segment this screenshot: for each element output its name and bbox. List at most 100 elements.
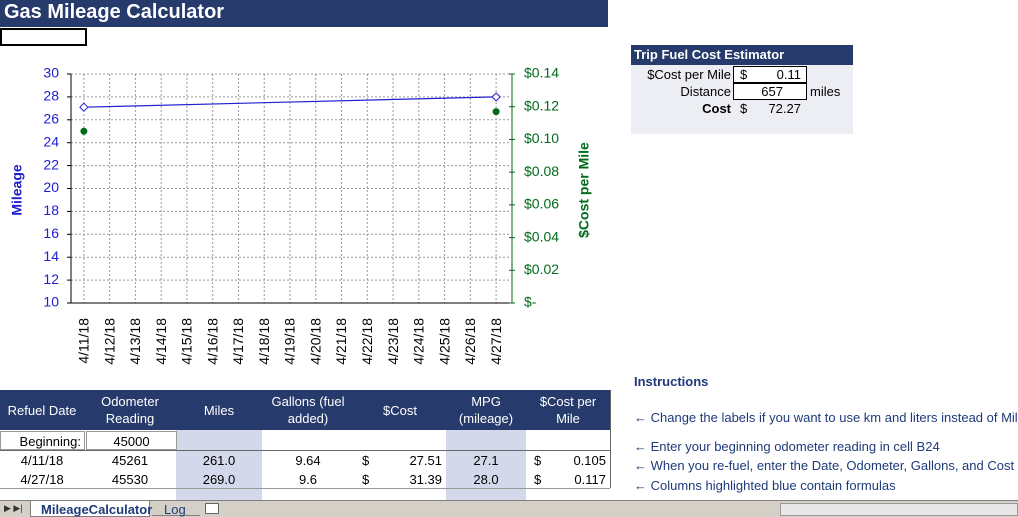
x-tick-label: 4/21/18: [333, 318, 349, 365]
y2-tick-label: $0.08: [524, 163, 559, 179]
estimator-title: Trip Fuel Cost Estimator: [631, 45, 853, 65]
x-tick-label: 4/26/18: [462, 318, 478, 365]
x-tick-label: 4/24/18: [411, 318, 427, 365]
x-tick-label: 4/27/18: [488, 318, 504, 365]
table-cell: $: [534, 453, 542, 468]
input-cell[interactable]: [733, 66, 807, 83]
table-cell: 269.0: [202, 472, 236, 487]
formula-column: [446, 430, 526, 502]
column-header: $Cost per Mile: [539, 394, 597, 426]
data-table: Refuel Date Odometer Reading Miles Gallons …: [0, 390, 612, 502]
x-tick-label: 4/13/18: [127, 318, 143, 365]
table-cell: 0.117: [574, 472, 606, 487]
tab-scroll-buttons[interactable]: ▶ ▶|: [4, 503, 23, 513]
y-tick-label: 22: [43, 156, 59, 172]
column-header: MPG (mileage): [458, 394, 514, 426]
x-tick-label: 4/19/18: [282, 318, 298, 365]
y2-tick-label: $0.02: [524, 261, 559, 277]
y2-tick-label: $0.06: [524, 196, 559, 212]
y-tick-label: 14: [43, 248, 59, 264]
estimator-label: $Cost per Mile: [647, 67, 731, 82]
estimator: Trip Fuel Cost Estimator $Cost per Mile $…: [631, 45, 853, 134]
table-cell: 27.1: [473, 453, 499, 468]
table-cell: $: [362, 453, 370, 468]
estimator-value: 72.27: [768, 101, 801, 116]
y-tick-label: 16: [43, 225, 59, 241]
currency-symbol: $: [740, 67, 748, 82]
instruction-item: ← Enter your beginning odometer reading …: [634, 439, 940, 454]
y2-tick-label: $0.12: [524, 97, 559, 113]
x-tick-label: 4/23/18: [385, 318, 401, 365]
x-tick-label: 4/18/18: [256, 318, 272, 365]
y-tick-label: 20: [43, 179, 59, 195]
table-cell: 9.64: [295, 453, 321, 468]
row-border: [0, 488, 610, 489]
table-cell: 261.0: [202, 453, 236, 468]
y2-tick-label: $0.10: [524, 130, 559, 146]
horizontal-scrollbar[interactable]: [780, 503, 1018, 516]
table-cell: 45261: [111, 453, 149, 468]
row-border: [0, 450, 610, 451]
table-cell: 9.6: [298, 472, 318, 487]
new-sheet-button[interactable]: [205, 503, 219, 514]
y-tick-label: 18: [43, 202, 59, 218]
selected-cell[interactable]: [0, 28, 87, 46]
y-tick-label: 24: [43, 133, 59, 149]
table-cell: 4/11/18: [20, 453, 64, 468]
estimator-value: 657: [761, 84, 783, 99]
x-tick-label: 4/17/18: [230, 318, 246, 365]
table-cell: $: [534, 472, 542, 487]
data-point: [80, 127, 88, 135]
unit-label: miles: [810, 84, 841, 99]
x-tick-label: 4/12/18: [101, 318, 117, 365]
data-point: [491, 92, 501, 102]
series-line: [83, 96, 497, 108]
currency-symbol: $: [740, 101, 748, 116]
chart: Mileage $Cost per Mile 4/11/18 4/12/18 4/1…: [9, 65, 592, 365]
sheet-tab[interactable]: Log: [152, 501, 200, 517]
y-tick-label: 10: [43, 294, 59, 310]
column-header: Odometer Reading: [101, 394, 159, 426]
x-tick-label: 4/15/18: [179, 318, 195, 365]
instruction-item: ← Change the labels if you want to use k…: [634, 410, 1018, 425]
column-header: Refuel Date: [7, 402, 77, 418]
x-tick-label: 4/11/18: [76, 318, 92, 364]
sheet-title: Gas Mileage Calculator: [0, 0, 608, 27]
x-tick-label: 4/14/18: [153, 318, 169, 365]
y-tick-label: 26: [43, 111, 59, 127]
formula-column: [176, 430, 262, 502]
y2-tick-label: $0.14: [524, 65, 559, 81]
estimator-label: Cost: [702, 101, 731, 116]
table-cell: 4/27/18: [20, 472, 64, 487]
y-axis-title: Mileage: [9, 164, 25, 216]
x-tick-label: 4/16/18: [204, 318, 220, 365]
data-point: [492, 108, 500, 116]
y2-tick-label: $0.04: [524, 228, 559, 244]
instruction-item: ← Columns highlighted blue contain formu…: [634, 478, 896, 493]
sheet-tab[interactable]: MileageCalculator: [30, 501, 152, 517]
sheet-tab-bar: ▶ ▶| MileageCalculator Log: [0, 500, 1018, 517]
column-header: Gallons (fuel added): [271, 394, 345, 426]
y2-tick-label: $-: [524, 294, 537, 310]
table-cell: 27.51: [409, 453, 442, 468]
instructions-title: Instructions: [634, 374, 709, 389]
header-row: [0, 390, 610, 430]
input-cell[interactable]: [733, 83, 807, 100]
instruction-item: ← When you re-fuel, enter the Date, Odom…: [634, 458, 1015, 473]
y-tick-label: 12: [43, 271, 59, 287]
y2-axis-title: $Cost per Mile: [576, 142, 592, 238]
table-cell: $: [362, 472, 370, 487]
table-cell: 0.105: [573, 453, 606, 468]
table-cell: 31.39: [409, 472, 442, 487]
y-tick-label: 30: [43, 65, 59, 81]
x-tick-label: 4/22/18: [359, 318, 375, 365]
x-tick-label: 4/25/18: [436, 318, 452, 365]
column-header: $Cost: [383, 402, 417, 418]
beginning-odometer[interactable]: 45000: [86, 431, 177, 450]
instructions: Instructions ← Change the labels if you …: [634, 374, 1018, 494]
row-border: [610, 390, 611, 488]
column-header: Miles: [203, 402, 235, 418]
table-cell: 28.0: [473, 472, 499, 487]
y-tick-label: 28: [43, 88, 59, 104]
